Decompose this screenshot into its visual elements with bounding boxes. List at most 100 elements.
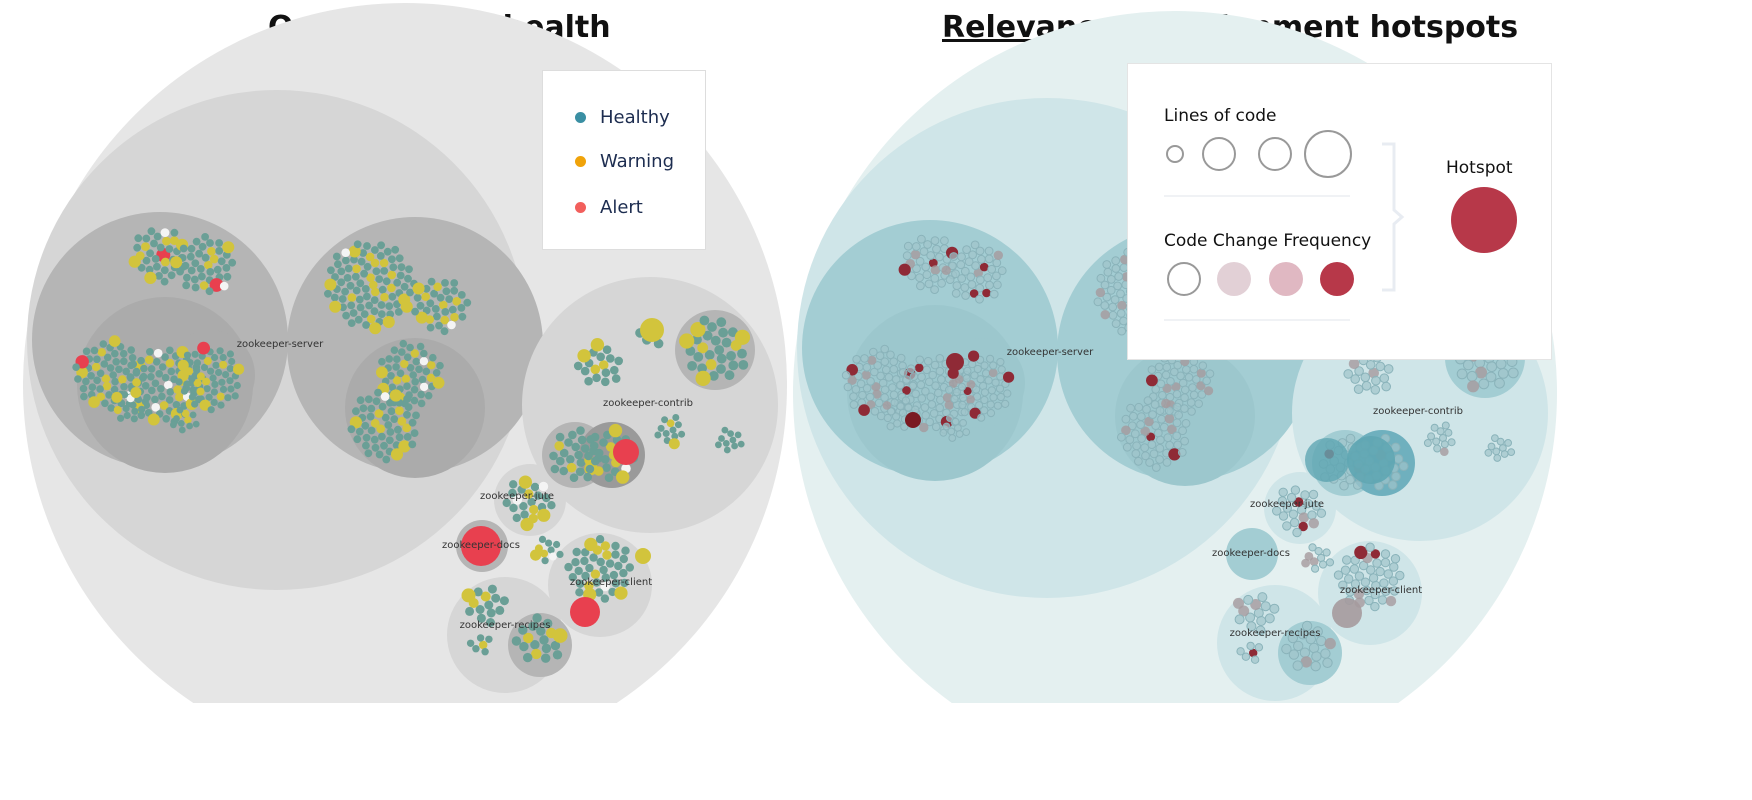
- file-circle[interactable]: [1322, 657, 1333, 668]
- file-circle[interactable]: [200, 363, 209, 371]
- file-circle[interactable]: [690, 322, 706, 338]
- file-circle[interactable]: [973, 268, 983, 278]
- file-circle[interactable]: [103, 353, 112, 362]
- file-circle[interactable]: [595, 535, 605, 544]
- file-circle[interactable]: [349, 309, 358, 317]
- file-circle[interactable]: [566, 462, 577, 473]
- file-circle[interactable]: [222, 241, 235, 254]
- file-circle[interactable]: [935, 366, 945, 376]
- file-circle[interactable]: [962, 245, 971, 255]
- file-circle[interactable]: [1311, 501, 1322, 511]
- file-circle[interactable]: [1114, 272, 1124, 281]
- file-circle[interactable]: [193, 366, 201, 374]
- file-circle[interactable]: [142, 256, 151, 265]
- file-circle[interactable]: [347, 301, 356, 310]
- file-circle[interactable]: [1116, 289, 1125, 299]
- file-circle[interactable]: [880, 357, 890, 367]
- file-circle[interactable]: [1196, 381, 1206, 391]
- file-circle[interactable]: [406, 288, 414, 297]
- file-circle[interactable]: [1485, 371, 1497, 383]
- file-circle[interactable]: [376, 366, 388, 379]
- file-circle[interactable]: [145, 265, 154, 274]
- file-circle[interactable]: [1003, 371, 1015, 383]
- file-circle[interactable]: [436, 293, 445, 302]
- file-circle[interactable]: [396, 271, 405, 280]
- file-circle[interactable]: [419, 382, 429, 392]
- file-circle[interactable]: [442, 287, 451, 296]
- file-circle[interactable]: [995, 384, 1005, 393]
- file-circle[interactable]: [569, 473, 579, 483]
- file-circle[interactable]: [155, 370, 163, 378]
- file-circle[interactable]: [1167, 424, 1177, 435]
- file-circle[interactable]: [1433, 444, 1442, 453]
- file-circle[interactable]: [96, 385, 104, 393]
- file-circle[interactable]: [175, 392, 184, 402]
- file-circle[interactable]: [875, 351, 885, 361]
- file-circle[interactable]: [550, 640, 561, 651]
- file-circle[interactable]: [1322, 548, 1331, 557]
- file-circle[interactable]: [738, 360, 749, 370]
- file-circle[interactable]: [580, 444, 590, 453]
- file-circle[interactable]: [390, 415, 399, 423]
- file-circle[interactable]: [1350, 579, 1361, 589]
- file-circle[interactable]: [385, 436, 394, 445]
- file-circle[interactable]: [1372, 558, 1382, 568]
- file-circle[interactable]: [1103, 267, 1113, 277]
- file-circle[interactable]: [1398, 461, 1409, 472]
- file-circle[interactable]: [600, 541, 611, 551]
- file-circle[interactable]: [687, 361, 697, 371]
- file-circle[interactable]: [1117, 432, 1126, 442]
- file-circle[interactable]: [400, 282, 409, 291]
- file-circle[interactable]: [614, 586, 628, 600]
- file-circle[interactable]: [851, 385, 861, 394]
- file-circle[interactable]: [988, 368, 998, 378]
- file-circle[interactable]: [93, 376, 101, 385]
- file-circle[interactable]: [440, 315, 450, 325]
- file-circle[interactable]: [710, 335, 721, 346]
- file-circle[interactable]: [509, 503, 518, 513]
- file-circle[interactable]: [898, 368, 908, 377]
- file-circle[interactable]: [183, 273, 191, 282]
- file-circle[interactable]: [440, 327, 449, 336]
- file-circle[interactable]: [896, 353, 906, 363]
- file-circle[interactable]: [866, 377, 875, 386]
- file-circle[interactable]: [914, 363, 924, 373]
- file-circle[interactable]: [693, 352, 704, 362]
- file-circle[interactable]: [1366, 565, 1376, 575]
- file-circle[interactable]: [614, 356, 623, 366]
- file-circle[interactable]: [1339, 480, 1349, 491]
- file-circle[interactable]: [207, 247, 216, 256]
- file-circle[interactable]: [151, 379, 160, 388]
- file-circle[interactable]: [367, 404, 376, 413]
- file-circle[interactable]: [1345, 474, 1355, 485]
- file-circle[interactable]: [589, 441, 599, 451]
- file-circle[interactable]: [1301, 620, 1313, 632]
- file-circle[interactable]: [388, 383, 397, 392]
- file-circle[interactable]: [911, 389, 921, 399]
- file-circle[interactable]: [858, 404, 870, 416]
- file-circle[interactable]: [1132, 441, 1141, 451]
- file-circle[interactable]: [583, 472, 592, 482]
- file-circle[interactable]: [1308, 518, 1320, 529]
- file-circle[interactable]: [1370, 601, 1380, 612]
- file-circle[interactable]: [217, 401, 225, 409]
- file-circle[interactable]: [970, 371, 979, 380]
- file-circle[interactable]: [861, 370, 871, 380]
- file-circle[interactable]: [718, 435, 725, 442]
- file-circle[interactable]: [663, 437, 671, 444]
- file-circle[interactable]: [530, 549, 542, 561]
- file-circle[interactable]: [400, 300, 413, 313]
- file-circle[interactable]: [888, 383, 897, 392]
- file-circle[interactable]: [342, 256, 350, 265]
- file-circle[interactable]: [426, 323, 435, 332]
- file-circle[interactable]: [1353, 588, 1365, 600]
- file-circle[interactable]: [410, 429, 419, 437]
- file-circle[interactable]: [946, 353, 964, 371]
- file-circle[interactable]: [1364, 595, 1374, 606]
- file-circle[interactable]: [123, 411, 131, 420]
- file-circle[interactable]: [1096, 273, 1106, 283]
- file-circle[interactable]: [1370, 589, 1380, 600]
- file-circle[interactable]: [119, 349, 128, 358]
- file-circle[interactable]: [347, 319, 356, 327]
- file-circle[interactable]: [1180, 404, 1189, 413]
